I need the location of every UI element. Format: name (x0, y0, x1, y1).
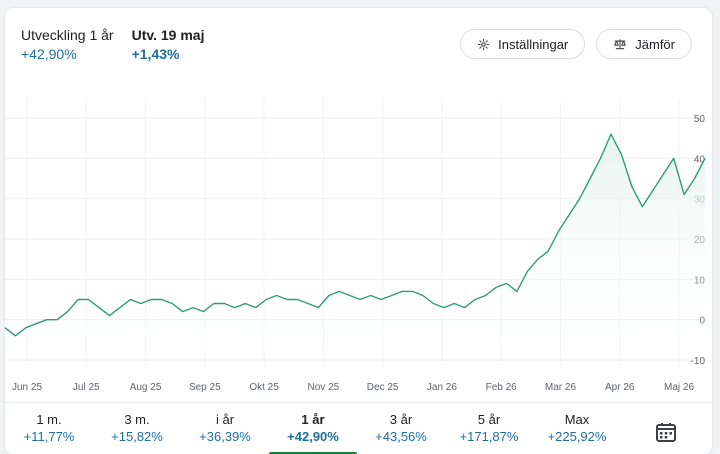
calendar-icon[interactable] (655, 421, 677, 443)
tab-ytd[interactable]: i år +36,39% (181, 403, 269, 454)
tab-value: +11,77% (23, 429, 75, 444)
x-tick-label: Jan 26 (427, 382, 457, 393)
x-tick-label: Jun 25 (12, 382, 42, 393)
x-tick-label: Mar 26 (545, 382, 577, 393)
y-tick-label: 50 (694, 114, 706, 125)
tab-value: +43,56% (375, 429, 427, 444)
tab-label: 1 m. (36, 412, 62, 427)
chart-card: Utveckling 1 år +42,90% Utv. 19 maj +1,4… (5, 8, 712, 454)
price-area (5, 134, 705, 360)
y-tick-label: 40 (694, 154, 706, 165)
tab-label: 3 m. (124, 412, 150, 427)
x-tick-label: Apr 26 (605, 382, 635, 393)
tab-value: +15,82% (111, 429, 163, 444)
x-tick-label: Maj 26 (664, 382, 694, 393)
tab-value: +171,87% (459, 429, 519, 444)
x-tick-label: Sep 25 (189, 382, 221, 393)
chart-header: Utveckling 1 år +42,90% Utv. 19 maj +1,4… (21, 26, 204, 64)
tab-3-months[interactable]: 3 m. +15,82% (93, 403, 181, 454)
x-tick-label: Nov 25 (308, 382, 340, 393)
tab-1-month[interactable]: 1 m. +11,77% (5, 403, 93, 454)
x-tick-label: Dec 25 (367, 382, 399, 393)
x-tick-label: Okt 25 (249, 382, 279, 393)
tab-5-years[interactable]: 5 år +171,87% (445, 403, 533, 454)
settings-button[interactable]: Inställningar (460, 29, 586, 59)
settings-button-label: Inställningar (498, 36, 569, 52)
daily-change-label: Utv. 19 maj (131, 27, 205, 43)
tab-label: 1 år (301, 412, 325, 427)
chart-actions: Inställningar Jämför (460, 29, 692, 59)
price-line (5, 133, 706, 337)
performance-summary: Utveckling 1 år +42,90% (21, 26, 114, 64)
tab-value: +36,39% (199, 429, 251, 444)
tab-max[interactable]: Max +225,92% (533, 403, 621, 454)
daily-change-value: +1,43% (131, 46, 180, 62)
balance-scale-icon (614, 39, 627, 50)
tab-value: +42,90% (287, 429, 339, 444)
compare-button[interactable]: Jämför (596, 29, 692, 59)
y-tick-label: -10 (691, 356, 706, 367)
performance-value: +42,90% (21, 46, 77, 62)
tab-1-year[interactable]: 1 år +42,90% (269, 403, 357, 454)
tab-label: Max (564, 412, 590, 427)
x-tick-label: Feb 26 (486, 382, 518, 393)
x-tick-label: Aug 25 (130, 382, 162, 393)
tab-value: +225,92% (547, 429, 607, 444)
performance-label: Utveckling 1 år (21, 27, 114, 43)
period-tabs: 1 m. +11,77% 3 m. +15,82% i år +36,39% 1… (5, 402, 712, 454)
tab-label: 3 år (389, 412, 413, 427)
tab-3-years[interactable]: 3 år +43,56% (357, 403, 445, 454)
x-tick-label: Jul 25 (73, 382, 100, 393)
daily-change-summary: Utv. 19 maj +1,43% (132, 26, 205, 64)
tab-label: i år (215, 412, 235, 427)
gear-icon (477, 38, 490, 50)
tab-label: 5 år (477, 412, 501, 427)
compare-button-label: Jämför (635, 36, 675, 52)
